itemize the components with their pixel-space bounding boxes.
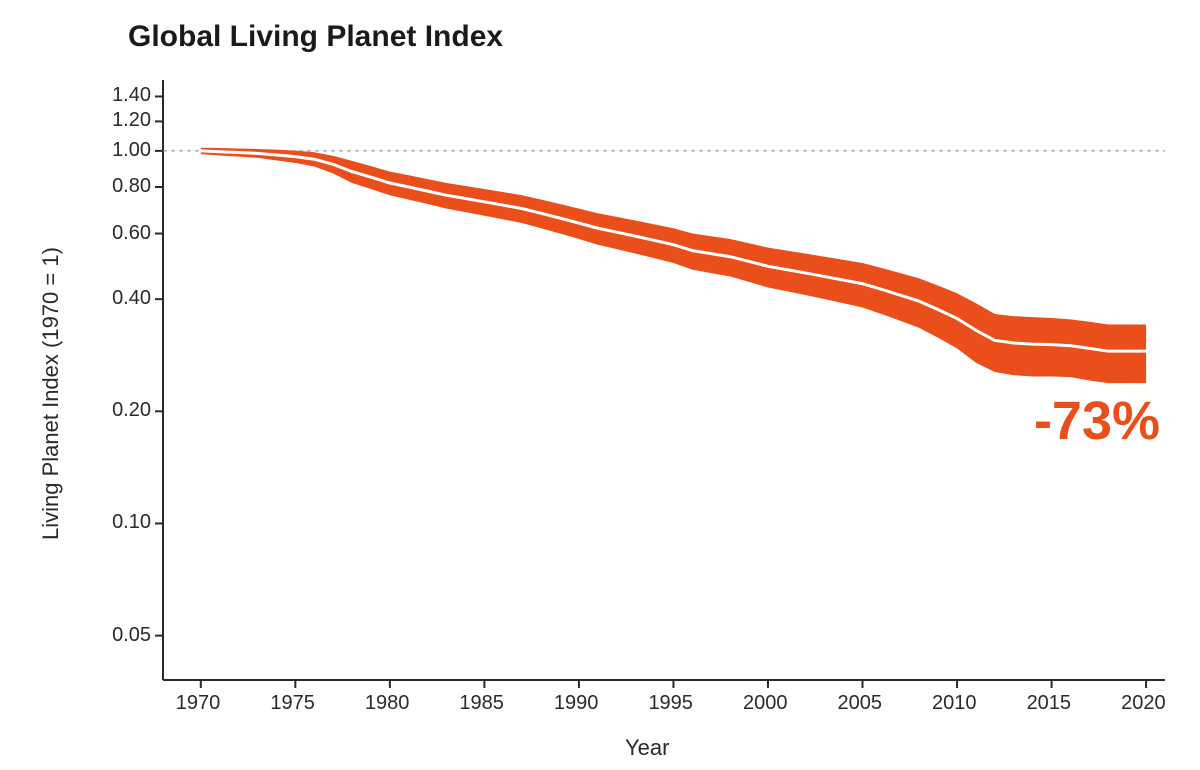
x-tick-label: 1980 (365, 692, 410, 715)
callout-value: -73% (1034, 390, 1160, 452)
x-tick-label: 2005 (838, 692, 883, 715)
y-tick-label: 1.40 (112, 84, 151, 107)
x-tick-label: 2010 (932, 692, 977, 715)
x-tick-label: 1985 (459, 692, 504, 715)
x-tick-label: 2020 (1121, 692, 1166, 715)
y-tick-label: 0.20 (112, 399, 151, 422)
x-tick-label: 1995 (648, 692, 693, 715)
y-tick-label: 0.05 (112, 624, 151, 647)
confidence-band (201, 148, 1146, 383)
x-tick-label: 2000 (743, 692, 788, 715)
y-axis-title: Living Planet Index (1970 = 1) (38, 247, 64, 540)
y-tick-label: 0.40 (112, 287, 151, 310)
y-tick-label: 0.10 (112, 511, 151, 534)
x-tick-label: 1975 (270, 692, 315, 715)
y-tick-label: 1.00 (112, 139, 151, 162)
y-tick-label: 1.20 (112, 109, 151, 132)
y-tick-label: 0.60 (112, 222, 151, 245)
y-tick-label: 0.80 (112, 175, 151, 198)
x-tick-label: 2015 (1027, 692, 1072, 715)
x-axis-title: Year (625, 735, 669, 761)
x-tick-label: 1990 (554, 692, 599, 715)
x-tick-label: 1970 (176, 692, 221, 715)
chart-svg (0, 0, 1200, 770)
chart-container: Global Living Planet Index Living Planet… (0, 0, 1200, 770)
